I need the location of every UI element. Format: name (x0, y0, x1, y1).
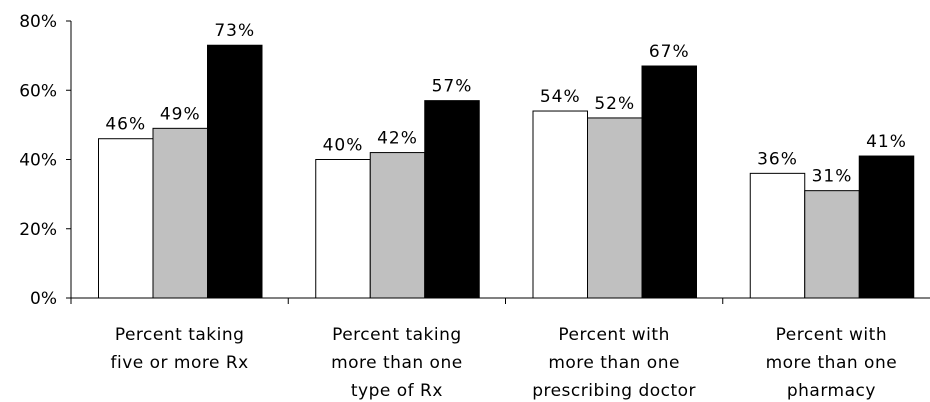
bar (804, 190, 860, 299)
category-label-line: prescribing doctor (532, 381, 696, 401)
data-label: 40% (323, 136, 364, 156)
data-label: 36% (757, 149, 798, 169)
bar (152, 127, 208, 299)
data-label: 41% (866, 132, 907, 152)
chart-labels: 46% 49% 73% Percent taking five or more Rx 40… (105, 21, 907, 401)
chart-bars (98, 44, 915, 299)
bar (424, 100, 480, 299)
data-label: 49% (160, 104, 201, 124)
bar (315, 159, 371, 299)
data-label: 46% (105, 115, 146, 135)
category-label: Percent with more than one pharmacy (766, 325, 898, 401)
category-label-line: type of Rx (351, 381, 443, 401)
y-tick-label: 0% (30, 289, 57, 309)
y-tick-label: 80% (19, 12, 57, 32)
data-label: 52% (594, 94, 635, 114)
bar (98, 138, 154, 299)
category-label-line: Percent with (558, 325, 669, 345)
bar (207, 44, 263, 299)
data-label: 57% (432, 77, 473, 97)
bar (369, 152, 426, 299)
y-tick-label: 40% (19, 151, 57, 171)
category-label-line: more than one (548, 353, 680, 373)
category-label: Percent taking five or more Rx (111, 325, 249, 373)
category-label: Percent with more than one prescribing doc… (532, 325, 696, 401)
bar (532, 110, 588, 299)
category-label: Percent taking more than one type of Rx (331, 325, 463, 401)
data-label: 67% (649, 42, 690, 62)
bar (858, 155, 915, 299)
category-label-line: more than one (766, 353, 898, 373)
category-label-line: Percent taking (332, 325, 462, 345)
y-tick-label: 20% (19, 220, 57, 240)
bar (749, 172, 806, 299)
category-label-line: Percent with (776, 325, 887, 345)
category-label-line: more than one (331, 353, 463, 373)
category-label-line: five or more Rx (111, 353, 249, 373)
data-label: 31% (812, 167, 853, 187)
data-label: 73% (214, 21, 255, 41)
bar (587, 117, 643, 299)
y-tick-label: 60% (19, 81, 57, 101)
data-label: 42% (377, 129, 418, 149)
category-label-line: pharmacy (787, 381, 876, 401)
category-label-line: Percent taking (115, 325, 245, 345)
bar (641, 65, 697, 299)
data-label: 54% (540, 87, 581, 107)
